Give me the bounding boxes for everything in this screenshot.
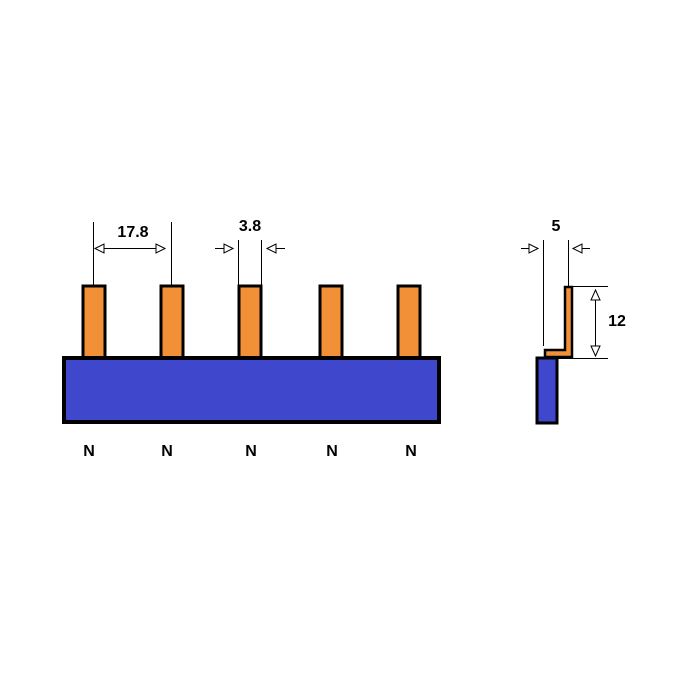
pin-width-dimension: 3.8 (215, 218, 285, 286)
pitch-dimension: 17.8 (93, 222, 172, 286)
side-width-dimension: 5 (521, 218, 590, 346)
pin (81, 284, 107, 360)
pin-label: N (161, 443, 173, 460)
dimension-label: 17.8 (117, 224, 148, 241)
pin (318, 284, 344, 360)
pins (81, 284, 422, 360)
pin-label: N (326, 443, 338, 460)
side-busbar (535, 356, 559, 425)
pin (159, 284, 185, 360)
busbar (62, 356, 441, 424)
side-pin (543, 285, 574, 359)
dimension-label: 12 (608, 313, 626, 330)
side-height-dimension: 12 (553, 286, 626, 359)
pin-label: N (245, 443, 257, 460)
dimension-label: 5 (552, 218, 561, 235)
pin-label: N (83, 443, 95, 460)
pin-labels: N N N N N (83, 443, 417, 460)
dimension-label: 3.8 (239, 218, 261, 235)
pin (396, 284, 422, 360)
pin-label: N (405, 443, 417, 460)
pin (237, 284, 263, 360)
